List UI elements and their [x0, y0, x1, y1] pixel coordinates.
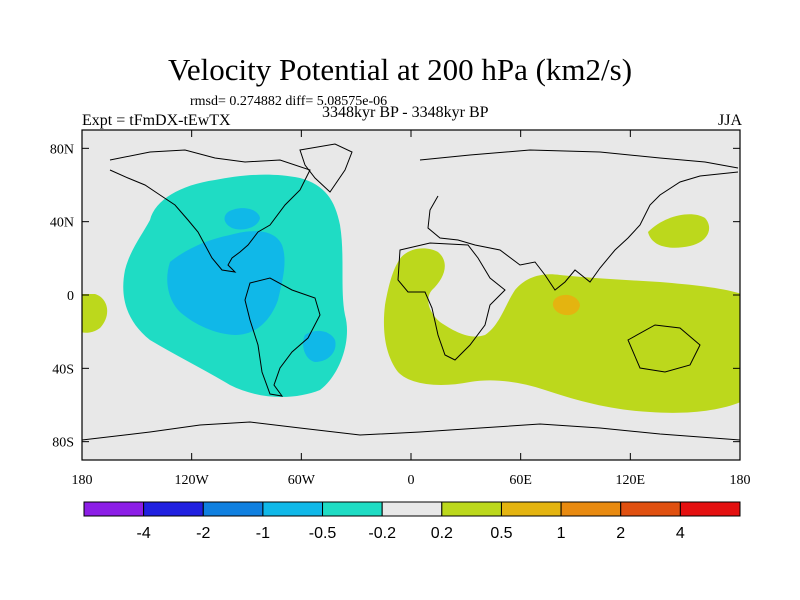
colorbar-swatch [620, 501, 681, 517]
lat-tick-label: 80S [52, 436, 74, 451]
colorbar-label: 0.2 [431, 525, 453, 542]
colorbar-label: 4 [676, 525, 685, 542]
period-label: 3348kyr BP - 3348kyr BP [322, 104, 489, 121]
lon-tick-label: 60E [509, 473, 532, 488]
africa-coast [397, 242, 506, 361]
positive-anomaly-region [82, 294, 108, 333]
colorbar-swatch [560, 501, 622, 517]
colorbar-swatch [322, 501, 383, 517]
colorbar-label: -4 [137, 525, 151, 542]
colorbar-label: 2 [616, 525, 625, 542]
negative-anomaly-core [303, 330, 336, 362]
colorbar-label: -2 [196, 525, 210, 542]
map-panel [82, 130, 740, 460]
colorbar: -4 -2 -1 -0.5 -0.2 0.2 0.5 1 2 4 [83, 501, 741, 542]
negative-anomaly-core [224, 208, 260, 230]
colorbar-label: -0.2 [368, 525, 396, 542]
lon-tick-label: 120W [175, 473, 210, 488]
lat-tick-label: 0 [67, 289, 74, 304]
colorbar-swatch [500, 501, 562, 517]
lon-tick-label: 180 [730, 473, 751, 488]
colorbar-swatch [679, 501, 741, 517]
plot-title: Velocity Potential at 200 hPa (km2/s) [167, 52, 633, 87]
colorbar-swatch [381, 501, 443, 517]
south-america-coast [244, 277, 321, 397]
coastlines [82, 143, 740, 441]
lon-tick-label: 60W [288, 473, 316, 488]
colorbar-swatch [143, 501, 204, 517]
longitude-axis: 180 120W 60W 0 60E 120E 180 [72, 130, 751, 488]
australia-coast [627, 324, 701, 373]
colorbar-label: -1 [256, 525, 270, 542]
colorbar-swatch [83, 501, 145, 517]
greenland-coast [299, 143, 353, 193]
positive-anomaly-core [552, 294, 580, 316]
lon-tick-label: 180 [72, 473, 93, 488]
lat-tick-label: 80N [50, 142, 74, 157]
positive-anomaly-region [383, 248, 740, 413]
lat-tick-label: 40S [52, 362, 74, 377]
colorbar-label: 1 [557, 525, 566, 542]
colorbar-label: 0.5 [490, 525, 512, 542]
colorbar-swatch [441, 501, 502, 517]
positive-anomaly-region [648, 214, 710, 248]
stats-label: rmsd= 0.274882 diff= 5.08575e-06 [190, 94, 388, 109]
colorbar-swatch [262, 501, 324, 517]
lon-tick-label: 120E [616, 473, 646, 488]
antarctica-coast [82, 421, 740, 441]
negative-anomaly-core [167, 231, 285, 335]
colorbar-swatch [202, 501, 264, 517]
lat-tick-label: 40N [50, 216, 74, 231]
eurasia-coast [419, 149, 739, 291]
north-america-coast [109, 149, 311, 273]
experiment-label: Expt = tFmDX-tEwTX [82, 112, 231, 129]
lon-tick-label: 0 [408, 473, 415, 488]
season-label: JJA [717, 112, 742, 129]
colorbar-label: -0.5 [309, 525, 337, 542]
latitude-axis: 80N 40N 0 40S 80S [50, 142, 740, 451]
